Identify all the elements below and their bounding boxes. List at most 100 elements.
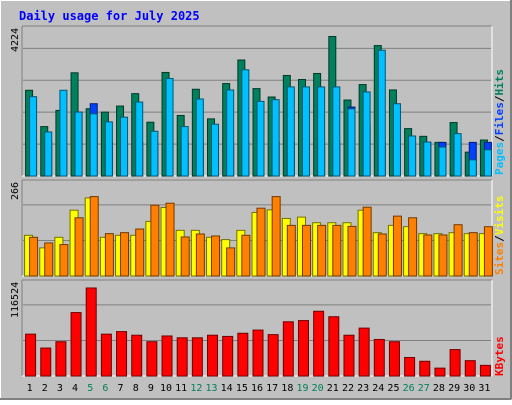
bar-kbytes-day-20	[313, 310, 325, 377]
series-sites	[29, 196, 493, 277]
bar-kbytes-day-31	[479, 364, 491, 377]
bar-pages-day-19	[301, 86, 310, 177]
bar-pages-day-14	[226, 89, 235, 177]
x-tick-label-day-21: 21	[327, 383, 339, 394]
bar-pages-day-30	[468, 159, 477, 177]
bar-sites-day-1	[29, 236, 39, 277]
bar-kbytes-day-14	[222, 335, 234, 377]
bar-sites-day-9	[150, 204, 160, 277]
legend-files: Files	[493, 102, 506, 135]
bar-kbytes-day-25	[388, 341, 400, 377]
legend-sites-visits: Sites/Visits	[493, 196, 506, 276]
bar-kbytes-day-13	[207, 334, 219, 377]
x-tick-label-day-10: 10	[160, 383, 172, 394]
bar-sites-day-31	[483, 226, 493, 277]
bar-pages-day-21	[332, 86, 341, 177]
bar-sites-day-2	[44, 242, 54, 277]
x-tick-label-day-31: 31	[478, 383, 490, 394]
x-tick-label-day-29: 29	[448, 383, 460, 394]
bar-pages-day-8	[135, 101, 144, 177]
ymax-label-kbytes: 116524	[10, 282, 21, 318]
bar-kbytes-day-8	[131, 334, 143, 377]
bar-kbytes-day-2	[40, 347, 52, 377]
series-visits	[24, 197, 488, 277]
bar-pages-day-1	[29, 96, 38, 177]
x-tick-label-day-12: 12	[190, 383, 202, 394]
x-tick-label-day-22: 22	[342, 383, 354, 394]
bar-pages-day-7	[120, 116, 129, 177]
bar-kbytes-day-28	[434, 367, 446, 377]
x-tick-label-day-24: 24	[372, 383, 384, 394]
x-tick-label-day-7: 7	[118, 383, 124, 394]
bar-kbytes-day-19	[297, 320, 309, 377]
bar-sites-day-15	[241, 234, 251, 277]
bar-kbytes-day-30	[464, 360, 476, 377]
bar-pages-day-3	[59, 89, 68, 177]
chart-title: Daily usage for July 2025	[19, 9, 200, 23]
bar-kbytes-day-9	[146, 341, 158, 377]
bar-pages-day-5	[89, 113, 98, 177]
bar-kbytes-day-5	[85, 287, 97, 377]
x-tick-label-day-27: 27	[418, 383, 430, 394]
legend-sep-1: /	[493, 135, 506, 142]
ymax-label-visits: 266	[10, 182, 21, 200]
x-tick-label-day-28: 28	[433, 383, 445, 394]
bar-sites-day-20	[317, 224, 327, 277]
bar-sites-day-22	[347, 225, 357, 277]
bar-pages-day-10	[165, 78, 174, 177]
x-tick-label-day-2: 2	[42, 383, 48, 394]
bar-kbytes-day-27	[419, 360, 431, 377]
bar-sites-day-3	[59, 244, 69, 277]
bar-pages-day-16	[256, 100, 265, 177]
bar-sites-day-21	[332, 224, 342, 277]
bar-pages-day-4	[74, 111, 83, 177]
x-tick-label-day-4: 4	[72, 383, 78, 394]
bar-kbytes-day-16	[252, 329, 264, 377]
bar-kbytes-day-18	[282, 321, 294, 377]
bar-sites-day-4	[74, 217, 84, 277]
bar-sites-day-7	[120, 232, 130, 277]
x-tick-label-day-20: 20	[312, 383, 324, 394]
x-tick-label-day-1: 1	[27, 383, 33, 394]
bar-sites-day-6	[104, 233, 114, 277]
bar-kbytes-day-17	[267, 334, 279, 377]
bar-pages-day-18	[286, 86, 295, 177]
x-tick-label-day-30: 30	[463, 383, 475, 394]
legend-sep-3: /	[493, 235, 506, 242]
bar-pages-day-26	[408, 135, 417, 177]
panel-kbytes	[21, 279, 493, 377]
bar-kbytes-day-26	[404, 356, 416, 377]
bar-kbytes-day-4	[70, 312, 82, 377]
x-tick-label-day-5: 5	[87, 383, 93, 394]
bar-pages-day-29	[453, 133, 462, 177]
legend-kbytes: KBytes	[493, 336, 506, 376]
bar-kbytes-day-21	[328, 316, 340, 377]
x-tick-label-day-15: 15	[236, 383, 248, 394]
x-tick-label-day-8: 8	[133, 383, 139, 394]
bar-sites-day-5	[89, 196, 99, 277]
chart-panels	[21, 25, 493, 377]
bar-kbytes-day-6	[100, 333, 112, 377]
bar-kbytes-day-23	[358, 327, 370, 377]
bar-sites-day-26	[408, 217, 418, 277]
x-tick-label-day-3: 3	[57, 383, 63, 394]
bar-kbytes-day-24	[373, 338, 385, 377]
bar-sites-day-10	[165, 202, 175, 277]
x-tick-label-day-13: 13	[205, 383, 217, 394]
bar-pages-day-11	[180, 126, 189, 177]
bar-kbytes-day-11	[176, 337, 188, 377]
bar-pages-day-12	[195, 98, 204, 177]
bar-kbytes-day-22	[343, 334, 355, 377]
legend-visits: Visits	[493, 196, 506, 236]
bar-kbytes-day-29	[449, 349, 461, 377]
x-tick-label-day-16: 16	[251, 383, 263, 394]
bar-kbytes-day-12	[191, 337, 203, 377]
bar-pages-day-22	[347, 108, 356, 177]
bar-sites-day-30	[468, 232, 478, 277]
legend-hits: Hits	[493, 69, 506, 96]
series-pages	[29, 49, 492, 177]
x-tick-label-day-26: 26	[403, 383, 415, 394]
legend-pages: Pages	[493, 142, 506, 175]
